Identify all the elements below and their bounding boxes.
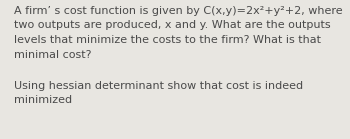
Text: Using hessian determinant show that cost is indeed
minimized: Using hessian determinant show that cost… bbox=[14, 81, 303, 105]
Text: A firm’ s cost function is given by C(x,y)=2x²+y²+2, where
two outputs are produ: A firm’ s cost function is given by C(x,… bbox=[14, 6, 343, 60]
